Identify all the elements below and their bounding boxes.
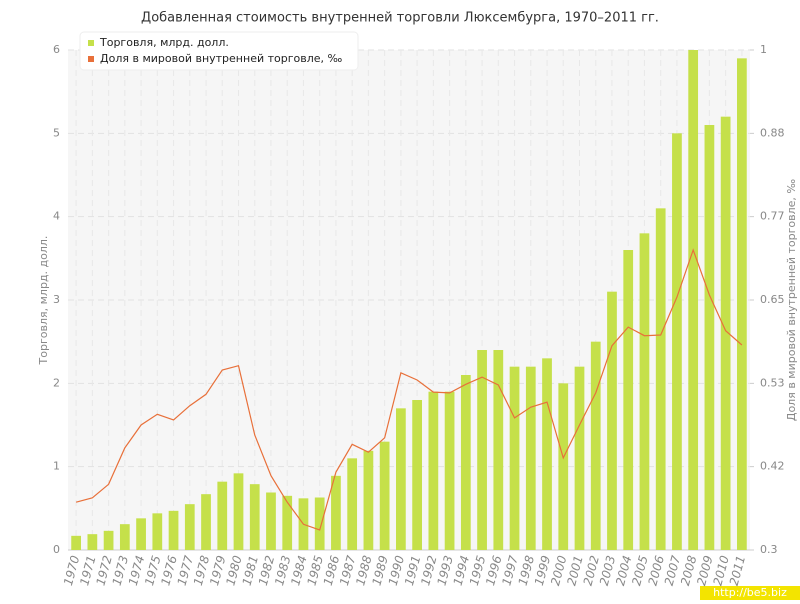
y-tick-label: 2 <box>53 376 60 389</box>
bar <box>460 375 471 550</box>
bar <box>639 233 650 551</box>
y2-tick-label: 0.53 <box>760 376 785 389</box>
bar <box>493 350 504 550</box>
bar <box>87 534 98 550</box>
y-tick-label: 1 <box>53 460 60 473</box>
bar <box>217 481 228 550</box>
watermark: http://be5.biz <box>713 586 787 599</box>
bar <box>590 341 601 550</box>
y2-tick-label: 0.77 <box>760 210 785 223</box>
bar <box>314 497 325 550</box>
y-tick-label: 5 <box>53 126 60 139</box>
legend-label: Торговля, млрд. долл. <box>99 36 229 49</box>
bar <box>623 250 634 550</box>
bar <box>444 391 455 550</box>
bar <box>331 475 341 550</box>
legend-swatch <box>88 56 94 62</box>
bar <box>152 513 163 550</box>
bar <box>379 441 390 550</box>
bar <box>672 133 682 551</box>
bar <box>282 495 293 550</box>
bar <box>136 518 146 550</box>
y2-tick-label: 0.42 <box>760 460 785 473</box>
bar <box>574 366 585 550</box>
bar <box>103 530 114 550</box>
y2-axis-title: Доля в мировой внутренней торговле, ‰ <box>785 179 798 422</box>
line <box>75 248 743 531</box>
bar <box>542 358 552 550</box>
bar <box>428 391 439 550</box>
y2-tick-label: 1 <box>760 43 767 56</box>
bar <box>412 400 422 550</box>
bar <box>119 524 130 550</box>
y2-tick-label: 0.65 <box>760 293 785 306</box>
legend: Торговля, млрд. долл. Доля в мировой внут… <box>79 31 359 71</box>
bar <box>71 535 81 550</box>
bar <box>655 208 666 551</box>
chart-title: Добавленная стоимость внутренней торговл… <box>141 11 659 26</box>
legend-label: Доля в мировой внутренней торговле, ‰ <box>100 52 343 65</box>
bar <box>233 473 244 550</box>
bar <box>607 291 617 550</box>
bar <box>558 383 569 550</box>
bar <box>704 125 715 550</box>
y-axis-title: Торговля, млрд. долл. <box>37 236 50 366</box>
y2-tick-label: 0.3 <box>760 543 778 556</box>
bar <box>184 504 195 550</box>
bar <box>720 116 731 551</box>
bar <box>249 484 260 550</box>
bar <box>477 350 487 550</box>
bar <box>525 366 536 550</box>
watermark-bg <box>700 586 800 600</box>
y-tick-label: 4 <box>53 210 60 223</box>
y-tick-label: 3 <box>53 293 60 306</box>
bar <box>509 366 520 550</box>
y-tick-label: 6 <box>53 43 60 56</box>
y2-tick-label: 0.88 <box>760 126 785 139</box>
bar <box>363 450 374 550</box>
y-tick-label: 0 <box>53 543 60 556</box>
bar <box>266 492 276 550</box>
legend-box <box>79 31 359 71</box>
bar <box>168 510 179 550</box>
legend-swatch <box>88 40 94 46</box>
bar <box>396 408 406 550</box>
bar <box>201 494 211 550</box>
bar <box>347 458 358 550</box>
bar <box>688 50 699 550</box>
bar <box>737 58 747 550</box>
